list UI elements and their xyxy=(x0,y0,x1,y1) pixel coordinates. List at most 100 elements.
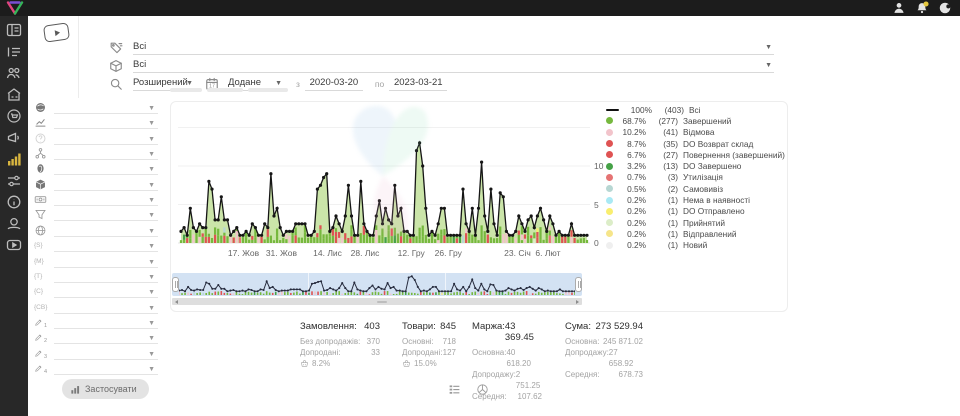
stats-sub-value: 40 618.20 xyxy=(506,348,531,368)
sidebar-item-marketing-icon[interactable] xyxy=(6,130,22,146)
chevron-down-icon: ▼ xyxy=(148,273,155,281)
legend-count: (27) xyxy=(663,149,678,160)
chevron-down-icon: ▼ xyxy=(148,227,155,235)
left-filter-payment-select[interactable]: ▼ xyxy=(54,194,158,207)
search-mode-select[interactable]: Розширений ▼ xyxy=(133,77,195,91)
stats-badge-percent: 8.2% xyxy=(312,359,331,368)
left-filter-geo-select[interactable]: ▼ xyxy=(54,102,158,114)
apply-button[interactable]: Застосувати xyxy=(62,379,149,399)
navigator-right-handle[interactable] xyxy=(575,277,582,292)
left-filter-var-t-select[interactable]: ▼ xyxy=(54,271,158,283)
chart-tab-chip[interactable] xyxy=(248,88,288,92)
view-toggles xyxy=(448,383,489,396)
app-logo-icon[interactable] xyxy=(5,1,25,15)
chevron-down-icon: ▼ xyxy=(148,166,155,174)
left-filter-funnel-select[interactable]: ▼ xyxy=(54,209,158,222)
chart-tab-chip[interactable] xyxy=(170,88,202,92)
left-filter-var-s: {S} ▼ xyxy=(34,237,158,253)
legend-label: Повернення (завершений) xyxy=(683,149,785,160)
navigator-left-handle[interactable] xyxy=(172,277,179,292)
video-help-icon[interactable] xyxy=(42,22,71,43)
legend-item[interactable]: 0.7% (3) Утилізація xyxy=(606,172,784,183)
date-from-input[interactable]: 2020-03-20 xyxy=(304,77,363,91)
chart-tab-chip[interactable] xyxy=(207,88,243,92)
chevron-down-icon: ▼ xyxy=(148,151,155,159)
products-filter-row: Всі ▼ xyxy=(108,58,774,73)
left-filter-var-c-select[interactable]: ▼ xyxy=(54,286,158,299)
left-filter-structure-select[interactable]: ▼ xyxy=(54,148,158,161)
products-select[interactable]: Всі ▼ xyxy=(133,59,774,73)
legend-item[interactable]: 0.2% (1) Відправлений xyxy=(606,228,784,239)
left-filter-custom-1-select[interactable]: ▼ xyxy=(54,317,158,329)
legend-line-swatch xyxy=(606,108,619,111)
statuses-select[interactable]: Всі ▼ xyxy=(133,41,774,55)
legend-item[interactable]: 10.2% (41) Відмова xyxy=(606,127,784,138)
date-from-label: з xyxy=(296,79,300,89)
legend-item[interactable]: 0.2% (1) Прийнятий xyxy=(606,217,784,228)
left-filter-var-s-select[interactable]: ▼ xyxy=(54,240,158,253)
legend-item[interactable]: 100% (403) Всі xyxy=(606,104,784,115)
pie-view-toggle-icon[interactable] xyxy=(476,383,489,396)
legend-item[interactable]: 0.2% (1) DO Отправлено xyxy=(606,206,784,217)
left-filter-product-select[interactable]: ▼ xyxy=(54,179,158,191)
date-to-label: по xyxy=(374,79,385,89)
legend-item[interactable]: 3.2% (13) DO Завершено xyxy=(606,160,784,171)
y-tick-label: 0 xyxy=(594,238,599,248)
scrollbar-grip[interactable] xyxy=(377,300,387,303)
legend-item[interactable]: 0.5% (2) Самовивіз xyxy=(606,183,784,194)
left-filter-dynamics-select[interactable]: ▼ xyxy=(54,117,158,130)
statuses-filter-row: Всі ▼ xyxy=(108,40,774,55)
x-tick-label: 31. Жов xyxy=(265,248,297,258)
date-to-input[interactable]: 2023-03-21 xyxy=(389,77,448,91)
account-icon[interactable] xyxy=(938,1,952,15)
stats-sub-label: Допродані: xyxy=(300,348,341,357)
pencil-icon: 2 xyxy=(34,331,47,344)
chart-scrollbar[interactable] xyxy=(172,298,582,305)
legend-item[interactable]: 0.2% (1) Новий xyxy=(606,240,784,251)
svg-text:17: 17 xyxy=(209,84,215,90)
sidebar-item-info-icon[interactable] xyxy=(6,194,22,210)
stats-sub-value: 370 xyxy=(366,337,380,346)
scroll-right-icon[interactable] xyxy=(573,298,582,305)
left-filter-custom-3-select[interactable]: ▼ xyxy=(54,348,158,360)
cube-icon xyxy=(108,59,124,73)
notifications-bell-icon[interactable] xyxy=(915,1,929,15)
scroll-left-icon[interactable] xyxy=(172,298,181,305)
sidebar-item-customers-icon[interactable] xyxy=(6,65,22,81)
left-filter-var-t: {T} ▼ xyxy=(34,268,158,283)
legend-item[interactable]: 0.2% (1) Нема в наявності xyxy=(606,194,784,205)
stats-sub-label: Середня: xyxy=(565,370,600,379)
left-filter-var-cb-select[interactable]: ▼ xyxy=(54,302,158,314)
table-view-toggle-icon[interactable] xyxy=(448,383,461,396)
braces-icon: {CB} xyxy=(34,303,48,311)
sidebar-item-analytics-icon[interactable] xyxy=(6,151,22,167)
left-filter-website: ▼ xyxy=(34,222,158,237)
left-filter-help-select[interactable]: ▼ xyxy=(54,133,158,145)
orders-chart[interactable] xyxy=(178,100,590,246)
left-filter-custom-4-select[interactable]: ▼ xyxy=(54,363,158,375)
chart-navigator[interactable] xyxy=(172,273,582,296)
left-filter-website-select[interactable]: ▼ xyxy=(54,225,158,237)
left-filter-identity-select[interactable]: ▼ xyxy=(54,163,158,176)
legend-item[interactable]: 68.7% (277) Завершений xyxy=(606,115,784,126)
sidebar-item-partners-icon[interactable] xyxy=(6,216,22,232)
sidebar-item-orders-icon[interactable] xyxy=(6,44,22,60)
left-filter-custom-2-select[interactable]: ▼ xyxy=(54,332,158,345)
legend-dot-swatch xyxy=(606,140,613,148)
sidebar-item-dashboard-icon[interactable] xyxy=(6,22,22,38)
left-filter-var-cb: {CB} ▼ xyxy=(34,299,158,314)
legend-dot-swatch xyxy=(606,219,613,227)
chevron-down-icon: ▼ xyxy=(148,365,155,373)
sidebar-item-settings-icon[interactable] xyxy=(6,173,22,189)
legend-item[interactable]: 6.7% (27) Повернення (завершений) xyxy=(606,149,785,160)
legend-item[interactable]: 8.7% (35) DO Возврат склад xyxy=(606,138,784,149)
sidebar-item-video-tutorials-icon[interactable] xyxy=(6,237,22,253)
left-filter-var-m-select[interactable]: ▼ xyxy=(54,256,158,268)
y-tick-label: 5 xyxy=(594,199,599,210)
sidebar-item-store-icon[interactable] xyxy=(6,87,22,103)
apply-chart-icon xyxy=(70,384,81,395)
user-icon[interactable] xyxy=(892,1,906,15)
left-filter-custom-2: 2 ▼ xyxy=(34,329,158,345)
sidebar-item-purchases-icon[interactable] xyxy=(6,108,22,124)
y-tick-label: 10 xyxy=(594,161,604,171)
